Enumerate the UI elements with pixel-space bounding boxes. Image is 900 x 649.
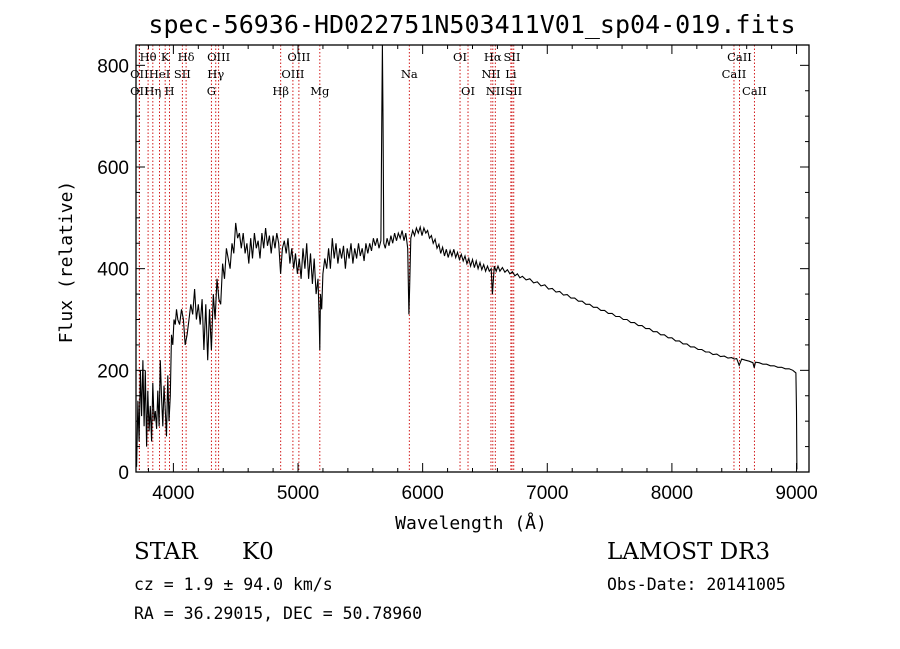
spectral-line-label: SII bbox=[505, 84, 522, 98]
y-tick-label: 200 bbox=[97, 361, 129, 382]
spectral-line-label: SII bbox=[174, 67, 191, 81]
chart-title: spec-56936-HD022751N503411V01_sp04-019.f… bbox=[148, 10, 795, 39]
y-axis-label: Flux (relative) bbox=[56, 181, 77, 344]
x-tick-label: 7000 bbox=[526, 483, 568, 504]
spectral-line-label: NII bbox=[486, 84, 505, 98]
spectral-line-markers bbox=[138, 45, 755, 472]
spectral-line-label: CaII bbox=[722, 67, 747, 81]
x-tick-label: 8000 bbox=[651, 483, 693, 504]
observation-date: Obs-Date: 20141005 bbox=[607, 575, 786, 594]
spectral-line-label: CaII bbox=[727, 50, 752, 64]
spectral-line-label: K bbox=[161, 50, 170, 64]
spectral-line-label: NII bbox=[481, 67, 500, 81]
spectral-line-label: Na bbox=[401, 67, 418, 81]
spectral-line-label: Mg bbox=[310, 84, 330, 98]
y-tick-label: 800 bbox=[97, 56, 129, 77]
object-class: STAR bbox=[134, 539, 198, 565]
coordinates: RA = 36.29015, DEC = 50.78960 bbox=[134, 604, 423, 623]
spectral-line-label: Hθ bbox=[140, 50, 157, 64]
spectral-line-label: Hβ bbox=[272, 84, 289, 98]
axis-ticks: 4000 5000 6000 7000 8000 9000 0 200 400 600 800 bbox=[97, 45, 818, 504]
y-tick-label: 400 bbox=[97, 260, 129, 281]
spectral-line-label: OIII bbox=[207, 50, 230, 64]
spectral-line-label: HeI bbox=[149, 67, 170, 81]
spectral-line-label: Hη bbox=[144, 84, 161, 98]
spectral-line-label: H bbox=[165, 84, 175, 98]
spectral-line-label: Li bbox=[505, 67, 517, 81]
survey-name: LAMOST DR3 bbox=[607, 539, 771, 565]
x-tick-label: 9000 bbox=[775, 483, 817, 504]
spectral-line-label: Hγ bbox=[207, 67, 224, 81]
spectral-line-label: Hδ bbox=[178, 50, 195, 64]
spectral-line-label: OIII bbox=[281, 67, 304, 81]
x-tick-label: 5000 bbox=[277, 483, 319, 504]
spectral-line-label: OI bbox=[461, 84, 475, 98]
x-axis-label: Wavelength (Å) bbox=[395, 512, 547, 534]
object-subclass: K0 bbox=[242, 539, 274, 565]
spectral-line-label: OII bbox=[130, 67, 149, 81]
spectral-line-label: G bbox=[207, 84, 216, 98]
y-tick-label: 600 bbox=[97, 158, 129, 179]
spectral-line-label: OI bbox=[453, 50, 467, 64]
spectral-line-label: SII bbox=[504, 50, 521, 64]
spectral-line-label: Hα bbox=[484, 50, 502, 64]
redshift-value: cz = 1.9 ± 94.0 km/s bbox=[134, 575, 333, 594]
x-tick-label: 6000 bbox=[402, 483, 444, 504]
spectral-line-label: OIII bbox=[287, 50, 310, 64]
y-tick-label: 0 bbox=[118, 463, 129, 484]
spectrum-flux-line bbox=[136, 44, 798, 470]
spectral-line-label: CaII bbox=[742, 84, 767, 98]
x-tick-label: 4000 bbox=[152, 483, 194, 504]
